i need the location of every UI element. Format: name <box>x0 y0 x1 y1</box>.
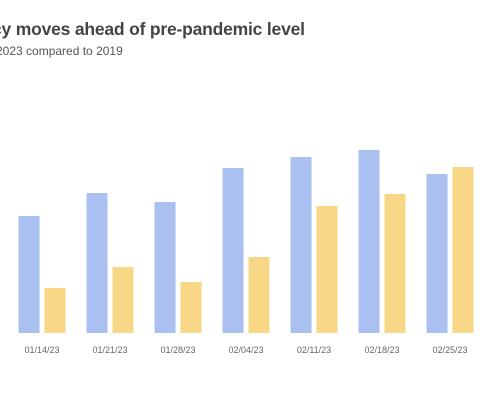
x-tick-label: 02/04/23 <box>228 345 263 355</box>
bar-2-02-04-23 <box>248 257 270 333</box>
bar-1-02-11-23 <box>290 157 312 333</box>
bar-2-02-11-23 <box>316 206 338 333</box>
x-tick-label: 02/25/23 <box>432 345 467 355</box>
bar-1-01-28-23 <box>154 202 176 333</box>
bar-1-02-04-23 <box>222 168 244 333</box>
x-axis-ticks: 01/07/2301/14/2301/21/2301/28/2302/04/23… <box>24 345 467 355</box>
bar-2-01-21-23 <box>112 267 134 333</box>
x-tick-label: 01/21/23 <box>92 345 127 355</box>
bar-1-02-25-23 <box>426 174 448 333</box>
bar-2-01-28-23 <box>180 282 202 333</box>
bar-2-01-14-23 <box>44 288 66 333</box>
x-tick-label: 02/11/23 <box>297 345 331 355</box>
chart-subtitle: 2023 compared to 2019 <box>0 44 123 58</box>
bar-1-01-21-23 <box>86 193 108 333</box>
bar-1-01-14-23 <box>18 216 40 333</box>
bar-2-02-25-23 <box>452 167 474 333</box>
bars-layer <box>18 150 474 333</box>
bar-2-02-18-23 <box>384 194 406 333</box>
x-tick-label: 01/14/23 <box>24 345 59 355</box>
x-tick-label: 02/18/23 <box>364 345 399 355</box>
chart-title: cy moves ahead of pre-pandemic level <box>0 19 305 39</box>
bar-1-02-18-23 <box>358 150 380 333</box>
x-tick-label: 01/28/23 <box>160 345 195 355</box>
